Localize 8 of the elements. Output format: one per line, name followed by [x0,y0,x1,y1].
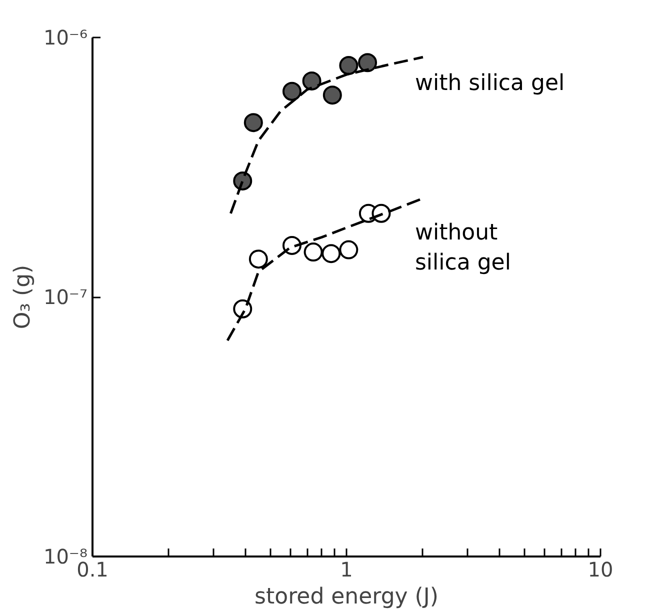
y-tick-label: 10⁻⁶ [43,26,88,50]
y-tick-label: 10⁻⁷ [43,285,88,309]
series-label: without silica gel [414,220,511,276]
x-axis-title: stored energy (J) [254,584,438,610]
series-label: with silica gel [414,71,565,96]
x-tick-label: 10 [588,558,614,582]
y-axis-title: O₃ (g) [10,264,36,330]
x-tick-label: 1 [340,558,353,582]
